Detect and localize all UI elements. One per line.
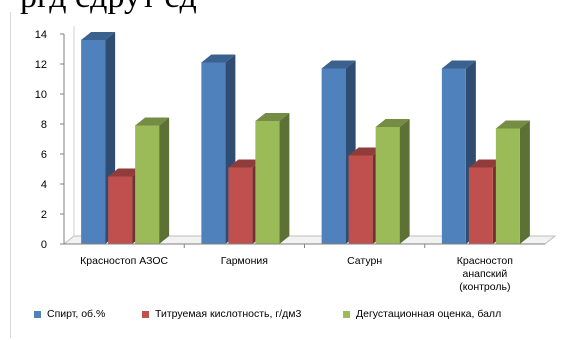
bar-top [375, 119, 410, 127]
legend-item-alcohol: Спирт, об.% [34, 308, 105, 320]
bar-top [348, 147, 383, 156]
legend-swatch-tasting [343, 310, 350, 318]
legend-swatch-alcohol [34, 310, 41, 318]
y-tick-label: 2 [41, 209, 47, 221]
bar [108, 176, 133, 244]
bar-side [279, 113, 290, 244]
bar [228, 167, 253, 244]
bar-top [108, 168, 143, 177]
bar-top [321, 60, 356, 69]
legend-item-acidity: Титруемая кислотность, г/дм3 [142, 308, 301, 320]
x-category-label: анапский [463, 268, 508, 280]
legend-label-acidity: Титруемая кислотность, г/дм3 [155, 308, 302, 320]
bar [81, 40, 106, 244]
legend-label-tasting: Дегустационная оценка, балл [356, 308, 502, 320]
bar-top [135, 117, 170, 126]
y-tick-label: 12 [35, 59, 47, 71]
bar-top [201, 54, 236, 63]
y-tick-label: 14 [35, 29, 47, 41]
y-tick-label: 4 [41, 179, 47, 191]
bar-top [255, 113, 290, 121]
y-tick-label: 10 [35, 89, 47, 101]
legend-swatch-acidity [142, 310, 149, 318]
bar-top [495, 120, 530, 129]
legend-label-alcohol: Спирт, об.% [47, 308, 106, 320]
bar-top [228, 159, 263, 168]
legend-item-tasting: Дегустационная оценка, балл [343, 308, 501, 320]
bar [495, 128, 520, 244]
cropped-heading-text: ргд сдрут сд [20, 0, 197, 16]
y-tick-label: 6 [41, 149, 47, 161]
bar [201, 62, 226, 244]
y-tick-label: 8 [41, 119, 47, 131]
bar [348, 155, 373, 244]
bar-side [399, 119, 410, 244]
x-category-label: Сатурн [347, 255, 382, 267]
bar-side [519, 120, 530, 244]
chart-frame [10, 12, 567, 338]
x-category-label: Красностоп АЗОС [80, 255, 168, 267]
y-tick-label: 0 [41, 239, 47, 251]
x-category-label: (контроль) [459, 281, 510, 293]
bar [441, 68, 466, 244]
x-category-label: Красностоп [457, 255, 513, 267]
bar-top [441, 60, 476, 69]
bar [375, 127, 400, 244]
bar-top [468, 159, 503, 168]
bar [255, 121, 280, 244]
x-category-label: Гармония [221, 255, 268, 267]
bar-side [159, 117, 170, 244]
bar [135, 125, 160, 244]
bar-top [81, 32, 116, 40]
bar [468, 167, 493, 244]
bar [321, 68, 346, 244]
